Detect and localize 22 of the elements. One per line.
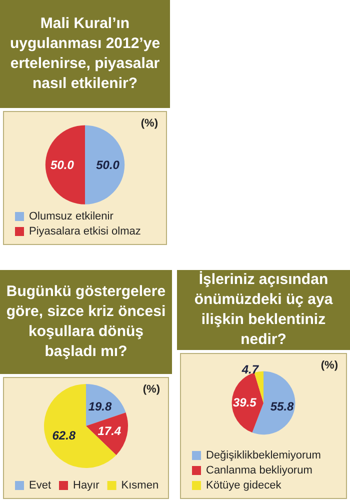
legend-label: Hayır xyxy=(73,480,100,492)
legend-label: Piyasalara etkisi olmaz xyxy=(29,226,141,238)
legend-label: Canlanma bekliyorum xyxy=(206,464,312,476)
chart-title: Mali Kural’ın uygulanması 2012’ye ertelenirse, piyasalar nasıl etkilenir? xyxy=(0,0,170,108)
text: (%) xyxy=(320,360,338,372)
data-label: 19.8 xyxy=(88,399,112,414)
data-label: 55.8 xyxy=(270,399,294,414)
chart-title: İşleriniz açısından önümüzdeki üç aya ilişkin beklentiniz nedir? xyxy=(177,270,350,350)
data-label: 17.4 xyxy=(98,424,122,438)
data-label: 4.7 xyxy=(240,362,260,377)
legend-label: Olumsuz etkilenir xyxy=(29,210,114,222)
text: (%) xyxy=(140,118,158,130)
data-label: 39.5 xyxy=(232,395,257,410)
chart-title: Bugünkü göstergelere göre, sizce kriz öncesi koşullara dönüş başladı mı? xyxy=(0,270,172,374)
data-label: 62.8 xyxy=(52,428,76,442)
data-label: 50.0 xyxy=(50,158,74,172)
legend-label: Kısmen xyxy=(121,480,159,492)
data-label: 50.0 xyxy=(96,158,120,172)
text: (%) xyxy=(142,384,160,396)
legend-label: Evet xyxy=(29,480,52,492)
legend-label: Değişiklikbeklemiyorum xyxy=(206,450,321,462)
legend-label: Kötüye gidecek xyxy=(206,480,282,492)
